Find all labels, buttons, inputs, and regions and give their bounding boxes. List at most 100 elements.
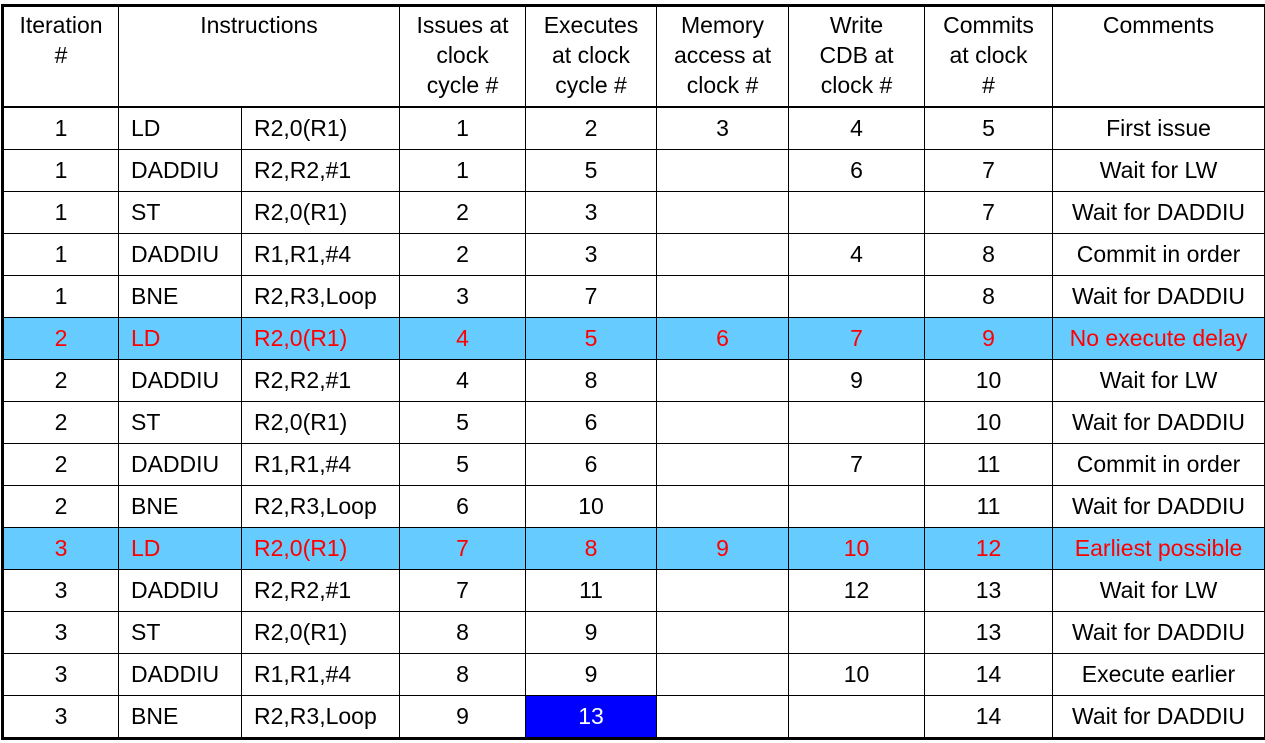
cell-iteration: 1 xyxy=(2,191,119,234)
table-row: 3 ST R2,0(R1) 8 9 13 Wait for DADDIU xyxy=(2,611,1265,654)
cell-iteration: 1 xyxy=(2,233,119,276)
cell-operands: R2,R3,Loop xyxy=(240,275,401,318)
cell-operands: R2,0(R1) xyxy=(240,611,401,654)
cell-opcode: BNE xyxy=(118,275,242,318)
cell-issue-cycle: 6 xyxy=(399,485,527,528)
cell-issue-cycle: 3 xyxy=(399,275,527,318)
table-row: 3 DADDIU R1,R1,#4 8 9 10 14 Execute earlier xyxy=(2,653,1265,696)
cell-operands: R2,0(R1) xyxy=(240,106,401,150)
cell-comment: Wait for DADDIU xyxy=(1052,611,1265,654)
cell-memory-cycle xyxy=(656,275,790,318)
cell-opcode: DADDIU xyxy=(118,569,242,612)
cell-execute-cycle: 9 xyxy=(525,611,658,654)
cell-opcode: BNE xyxy=(118,485,242,528)
cell-operands: R1,R1,#4 xyxy=(240,653,401,696)
cell-execute-cycle: 8 xyxy=(525,359,658,402)
cell-iteration: 3 xyxy=(2,569,119,612)
cell-opcode: DADDIU xyxy=(118,149,242,192)
cell-memory-cycle xyxy=(656,359,790,402)
table-row: 2 BNE R2,R3,Loop 6 10 11 Wait for DADDIU xyxy=(2,485,1265,528)
cell-operands: R2,R2,#1 xyxy=(240,149,401,192)
cell-comment: Wait for DADDIU xyxy=(1052,401,1265,444)
cell-execute-cycle: 8 xyxy=(525,527,658,570)
cell-iteration: 1 xyxy=(2,275,119,318)
cell-issue-cycle: 4 xyxy=(399,317,527,360)
cell-commit-cycle: 10 xyxy=(924,359,1054,402)
cell-iteration: 2 xyxy=(2,359,119,402)
cell-execute-cycle: 13 xyxy=(525,695,658,739)
cell-commit-cycle: 8 xyxy=(924,233,1054,276)
cell-memory-cycle xyxy=(656,569,790,612)
cell-memory-cycle xyxy=(656,443,790,486)
cell-operands: R2,0(R1) xyxy=(240,527,401,570)
header-comments: Comments xyxy=(1052,5,1265,108)
cell-memory-cycle xyxy=(656,695,790,739)
cell-commit-cycle: 12 xyxy=(924,527,1054,570)
cell-commit-cycle: 7 xyxy=(924,149,1054,192)
table-row: 3 LD R2,0(R1) 7 8 9 10 12 Earliest possible xyxy=(2,527,1265,570)
cell-write-cdb-cycle xyxy=(788,191,926,234)
cell-execute-cycle: 11 xyxy=(525,569,658,612)
cell-memory-cycle xyxy=(656,653,790,696)
table-row: 1 DADDIU R2,R2,#1 1 5 6 7 Wait for LW xyxy=(2,149,1265,192)
cell-comment: Wait for LW xyxy=(1052,569,1265,612)
cell-operands: R2,0(R1) xyxy=(240,401,401,444)
cell-iteration: 2 xyxy=(2,443,119,486)
cell-write-cdb-cycle: 6 xyxy=(788,149,926,192)
schedule-table: Iteration # Instructions Issues at clock… xyxy=(1,4,1265,740)
cell-write-cdb-cycle xyxy=(788,401,926,444)
header-iteration: Iteration # xyxy=(2,5,119,108)
cell-issue-cycle: 8 xyxy=(399,611,527,654)
table-row: 2 ST R2,0(R1) 5 6 10 Wait for DADDIU xyxy=(2,401,1265,444)
cell-comment: No execute delay xyxy=(1052,317,1265,360)
cell-issue-cycle: 4 xyxy=(399,359,527,402)
cell-commit-cycle: 7 xyxy=(924,191,1054,234)
cell-write-cdb-cycle: 10 xyxy=(788,653,926,696)
cell-iteration: 3 xyxy=(2,653,119,696)
cell-memory-cycle: 3 xyxy=(656,106,790,150)
cell-memory-cycle xyxy=(656,485,790,528)
header-executes: Executes at clock cycle # xyxy=(525,5,658,108)
cell-write-cdb-cycle xyxy=(788,275,926,318)
cell-commit-cycle: 13 xyxy=(924,569,1054,612)
cell-memory-cycle: 9 xyxy=(656,527,790,570)
cell-iteration: 1 xyxy=(2,149,119,192)
cell-commit-cycle: 8 xyxy=(924,275,1054,318)
cell-opcode: LD xyxy=(118,106,242,150)
cell-comment: Commit in order xyxy=(1052,443,1265,486)
cell-commit-cycle: 11 xyxy=(924,443,1054,486)
cell-write-cdb-cycle: 10 xyxy=(788,527,926,570)
cell-write-cdb-cycle: 4 xyxy=(788,233,926,276)
cell-issue-cycle: 8 xyxy=(399,653,527,696)
cell-execute-cycle: 5 xyxy=(525,317,658,360)
cell-opcode: BNE xyxy=(118,695,242,739)
cell-issue-cycle: 2 xyxy=(399,191,527,234)
cell-iteration: 2 xyxy=(2,401,119,444)
cell-write-cdb-cycle: 9 xyxy=(788,359,926,402)
cell-comment: Earliest possible xyxy=(1052,527,1265,570)
table-row: 1 DADDIU R1,R1,#4 2 3 4 8 Commit in order xyxy=(2,233,1265,276)
table-row: 2 DADDIU R1,R1,#4 5 6 7 11 Commit in order xyxy=(2,443,1265,486)
cell-operands: R2,0(R1) xyxy=(240,191,401,234)
table-row: 1 BNE R2,R3,Loop 3 7 8 Wait for DADDIU xyxy=(2,275,1265,318)
cell-memory-cycle xyxy=(656,401,790,444)
cell-write-cdb-cycle: 7 xyxy=(788,443,926,486)
cell-execute-cycle: 3 xyxy=(525,191,658,234)
cell-issue-cycle: 7 xyxy=(399,569,527,612)
cell-execute-cycle: 10 xyxy=(525,485,658,528)
cell-execute-cycle: 9 xyxy=(525,653,658,696)
cell-comment: Wait for DADDIU xyxy=(1052,191,1265,234)
cell-memory-cycle xyxy=(656,191,790,234)
cell-iteration: 3 xyxy=(2,611,119,654)
cell-comment: Commit in order xyxy=(1052,233,1265,276)
cell-operands: R2,0(R1) xyxy=(240,317,401,360)
cell-iteration: 2 xyxy=(2,485,119,528)
cell-issue-cycle: 7 xyxy=(399,527,527,570)
cell-opcode: DADDIU xyxy=(118,359,242,402)
header-issues: Issues at clock cycle # xyxy=(399,5,527,108)
cell-operands: R1,R1,#4 xyxy=(240,233,401,276)
cell-comment: Wait for DADDIU xyxy=(1052,485,1265,528)
cell-memory-cycle xyxy=(656,611,790,654)
cell-write-cdb-cycle xyxy=(788,695,926,739)
cell-commit-cycle: 14 xyxy=(924,695,1054,739)
